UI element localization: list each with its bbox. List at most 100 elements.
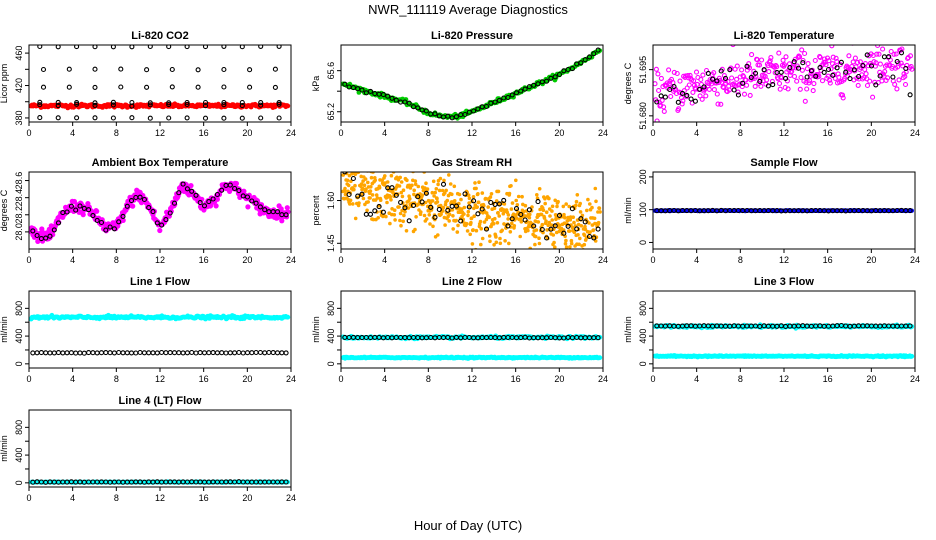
data-point [166,115,172,121]
data-point [55,103,61,109]
data-point [128,350,135,356]
data-point [711,87,717,93]
data-point [408,186,413,190]
data-point [706,86,712,92]
data-point [64,350,70,356]
data-point [595,47,601,53]
data-point [489,192,494,196]
data-point [361,179,365,183]
data-point [729,75,735,81]
data-point [514,178,518,183]
x-tick-label: 16 [823,128,833,138]
data-point [661,108,667,114]
data-point [544,235,550,241]
data-point [167,210,173,216]
data-point [422,213,427,218]
data-point [515,203,520,207]
data-point [476,192,480,196]
data-point [839,92,846,98]
data-point [805,61,811,67]
data-point [397,184,402,188]
data-point [471,198,477,204]
data-point [493,216,497,221]
data-point [103,227,109,233]
data-point [898,50,905,56]
data-point [239,103,245,109]
data-point [483,103,490,110]
x-tick-label: 4 [382,374,387,384]
data-point [239,99,245,106]
data-point [731,87,737,93]
data-point [410,104,417,110]
data-point [574,203,578,208]
data-point [597,355,603,361]
x-tick-label: 0 [650,374,655,384]
data-point [359,182,364,186]
data-point [703,93,709,99]
data-point [543,201,547,206]
data-point [347,173,352,178]
data-point [520,194,524,199]
data-point [55,350,62,356]
data-point [908,63,914,70]
data-point [436,206,442,213]
data-point [459,207,464,211]
data-point [498,241,503,246]
x-tick-label: 4 [382,128,387,138]
data-point [825,66,832,73]
data-point [397,168,401,172]
data-point [567,204,571,209]
chart-panel-9: Line 3 Flow ml/min 0 4 8 12 16 20 24 0 400 800 [623,276,920,384]
data-point [768,55,774,61]
data-point [345,178,350,183]
x-tick-label: 20 [554,255,564,265]
data-point [176,190,182,196]
data-point [804,66,810,72]
data-point [553,245,557,249]
data-point [369,175,374,180]
data-point [668,93,674,100]
data-point [389,95,395,101]
data-point [496,201,502,207]
x-tick-label: 4 [70,128,75,138]
data-point [110,102,116,108]
data-point [353,183,357,188]
y-tick-label: 0 [638,361,648,366]
data-points [341,155,602,262]
data-point [854,59,861,66]
data-point [561,204,566,209]
data-point [474,228,479,233]
data-point [699,96,705,102]
data-point [219,187,225,193]
x-tick-label: 12 [779,128,789,138]
data-point [66,66,72,72]
data-point [548,214,552,218]
data-point [780,57,786,63]
data-point [370,193,375,197]
data-point [361,196,366,201]
data-point [284,205,290,211]
data-point [735,89,741,95]
data-point [860,62,866,69]
y-axis-label: degrees C [623,62,633,104]
data-point [397,205,401,209]
data-point [509,207,514,211]
x-tick-label: 4 [694,128,699,138]
data-point [453,114,459,120]
data-point [193,350,199,356]
data-point [55,220,62,226]
data-point [555,204,559,209]
data-point [350,155,354,159]
x-tick-label: 4 [694,255,699,265]
x-tick-label: 0 [26,255,31,265]
data-point [578,210,583,214]
data-point [549,258,553,262]
data-point [262,350,268,356]
data-point [882,69,888,75]
data-point [697,86,703,92]
data-point [527,215,532,220]
data-point [247,67,253,73]
data-point [685,73,691,79]
data-point [512,224,517,228]
data-point [274,350,281,356]
